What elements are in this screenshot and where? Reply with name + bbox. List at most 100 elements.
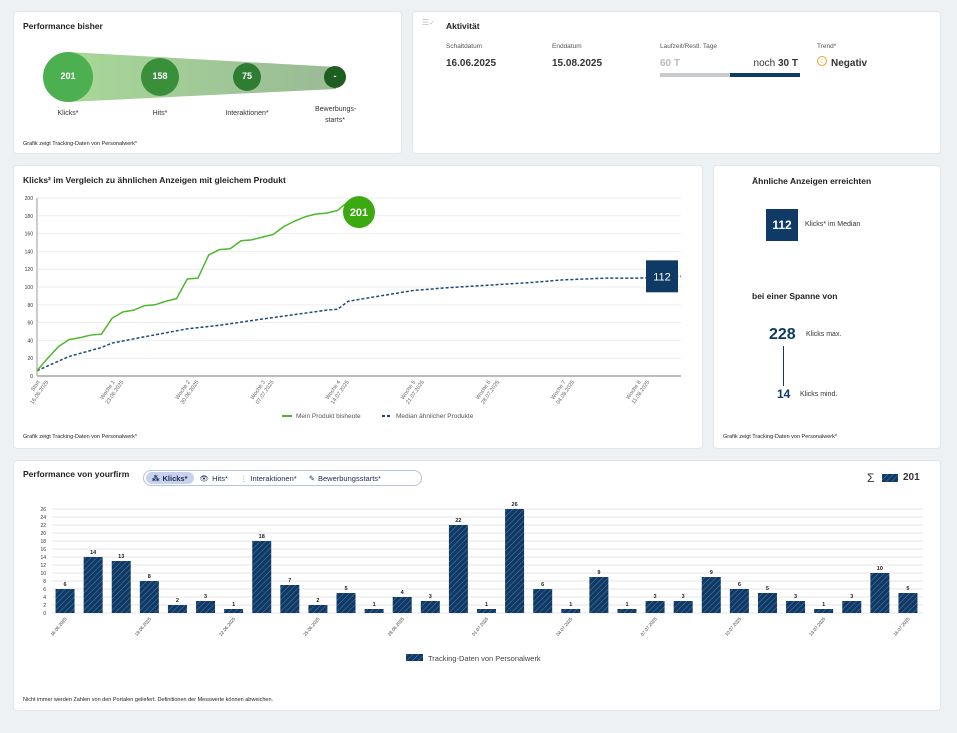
series-swatch — [882, 474, 898, 482]
x-tick-label: Woche 307.07.2025 — [249, 376, 275, 406]
bar[interactable] — [83, 557, 103, 613]
bar-value-label: 3 — [429, 594, 432, 600]
end-date-label: Enddatum — [552, 43, 582, 50]
y-tick-label: 180 — [25, 214, 34, 220]
metric-tabs: ⁂ Klicks* 👁 Hits* ⋮ Interaktionen* ✎ Bewerbu… — [143, 470, 422, 486]
card-title: Performance von yourfirm — [23, 469, 130, 479]
bar[interactable] — [701, 577, 721, 613]
bar[interactable] — [336, 593, 356, 613]
y-tick-label: 20 — [27, 356, 33, 362]
y-tick-label: 22 — [40, 523, 46, 529]
bar[interactable] — [392, 597, 412, 613]
median-end-badge — [646, 260, 678, 293]
comparison-chart-card: Klicks² im Vergleich zu ähnlichen Anzeig… — [13, 165, 703, 449]
bar[interactable] — [842, 601, 862, 613]
tab-interaktionen[interactable]: ⋮ Interaktionen* — [234, 472, 303, 484]
y-tick-label: 6 — [43, 587, 46, 593]
bar[interactable] — [139, 581, 159, 613]
bar-value-label: 2 — [316, 598, 319, 604]
sum-value: 201 — [903, 472, 920, 483]
bar[interactable] — [252, 541, 272, 613]
tab-klicks[interactable]: ⁂ Klicks* — [146, 472, 194, 484]
bar[interactable] — [589, 577, 609, 613]
bar[interactable] — [786, 601, 806, 613]
bar[interactable] — [617, 609, 637, 613]
tab-label: Hits* — [212, 473, 228, 483]
bar-chart: 02468101214161820222426616.06.2025141381… — [40, 502, 923, 663]
funnel-graphic — [43, 52, 346, 102]
y-tick-label: 24 — [40, 515, 46, 521]
card-title: Ähnliche Anzeigen erreichten — [752, 176, 872, 186]
bar[interactable] — [645, 601, 665, 613]
remaining-value: 30 T — [777, 58, 798, 69]
tab-label: Klicks* — [162, 473, 188, 483]
card-title: Performance bisher — [23, 21, 103, 31]
funnel-value-interaktionen: 75 — [241, 71, 252, 81]
bar[interactable] — [561, 609, 581, 613]
remaining-prefix: noch — [753, 58, 776, 69]
bar[interactable] — [280, 585, 300, 613]
bar[interactable] — [533, 589, 553, 613]
median-badge: 112 — [766, 209, 798, 241]
bar-value-label: 6 — [541, 582, 544, 588]
sum-icon: Σ — [867, 471, 875, 485]
runtime-progress-fill — [730, 73, 800, 77]
funnel-label: Interaktionen* — [225, 110, 269, 117]
x-tick-label: 04.07.2025 — [555, 616, 574, 637]
bar[interactable] — [757, 593, 777, 613]
range-title: bei einer Spanne von — [752, 291, 838, 301]
runtime-label: Laufzeit/Restl. Tage — [660, 43, 717, 50]
y-tick-label: 80 — [27, 303, 33, 309]
runtime-total: 60 T — [660, 58, 681, 69]
bar[interactable] — [196, 601, 216, 613]
bar[interactable] — [505, 509, 525, 613]
x-tick-label: 13.07.2025 — [808, 616, 827, 637]
tab-label: Bewerbungsstarts* — [318, 473, 381, 483]
cursor-click-icon: ⁂ — [152, 473, 160, 483]
remaining-days: noch 30 T — [733, 58, 798, 69]
bar[interactable] — [477, 609, 496, 613]
bar[interactable] — [729, 589, 749, 613]
bar-value-label: 13 — [118, 554, 124, 560]
bar[interactable] — [364, 609, 384, 613]
bar-value-label: 3 — [850, 594, 853, 600]
card-title: Aktivität — [446, 21, 480, 31]
my-product-series-line — [36, 196, 360, 372]
bar[interactable] — [420, 601, 440, 613]
card-title: Klicks² im Vergleich zu ähnlichen Anzeig… — [23, 175, 286, 185]
tab-bewerbungsstarts[interactable]: ✎ Bewerbungsstarts* — [303, 472, 387, 484]
end-value-bubble — [343, 196, 375, 229]
x-tick-label: 07.07.2025 — [640, 616, 659, 637]
y-tick-label: 2 — [43, 603, 46, 609]
median-label: Klicks* im Median — [805, 221, 861, 228]
line-chart: 0 20 40 60 80 100 120 140 160 180 200 Start16.06.20… — [24, 196, 682, 420]
y-tick-label: 18 — [40, 539, 46, 545]
funnel-stage-circle — [141, 58, 179, 96]
bar-value-label: 3 — [654, 594, 657, 600]
funnel-stage-circle — [233, 63, 261, 91]
bar[interactable] — [111, 561, 131, 613]
range-line — [783, 346, 784, 386]
bar[interactable] — [898, 593, 918, 613]
bar[interactable] — [308, 605, 328, 613]
bar[interactable] — [814, 609, 834, 613]
y-tick-label: 100 — [25, 285, 34, 291]
x-tick-label: Woche 521.07.2025 — [399, 376, 425, 406]
bar[interactable] — [224, 609, 244, 613]
funnel-label: Hits* — [152, 110, 168, 117]
x-tick-label: 16.07.2025 — [892, 616, 911, 637]
y-tick-label: 120 — [25, 267, 34, 273]
x-tick-label: Start16.06.2025 — [24, 376, 50, 406]
bar[interactable] — [673, 601, 693, 613]
footnote: Grafik zeigt Tracking-Daten von Personal… — [23, 434, 138, 440]
bar[interactable] — [167, 605, 187, 613]
x-tick-label: Woche 414.07.2025 — [324, 376, 350, 406]
bar[interactable] — [448, 525, 468, 613]
tab-hits[interactable]: 👁 Hits* — [194, 472, 234, 484]
legend-label: Median ähnlicher Produkte — [396, 413, 474, 420]
y-tick-label: 8 — [43, 579, 46, 585]
bar[interactable] — [870, 573, 890, 613]
bar[interactable] — [55, 589, 75, 613]
bar-value-label: 6 — [738, 582, 741, 588]
x-tick-label: 22.06.2025 — [218, 616, 237, 637]
